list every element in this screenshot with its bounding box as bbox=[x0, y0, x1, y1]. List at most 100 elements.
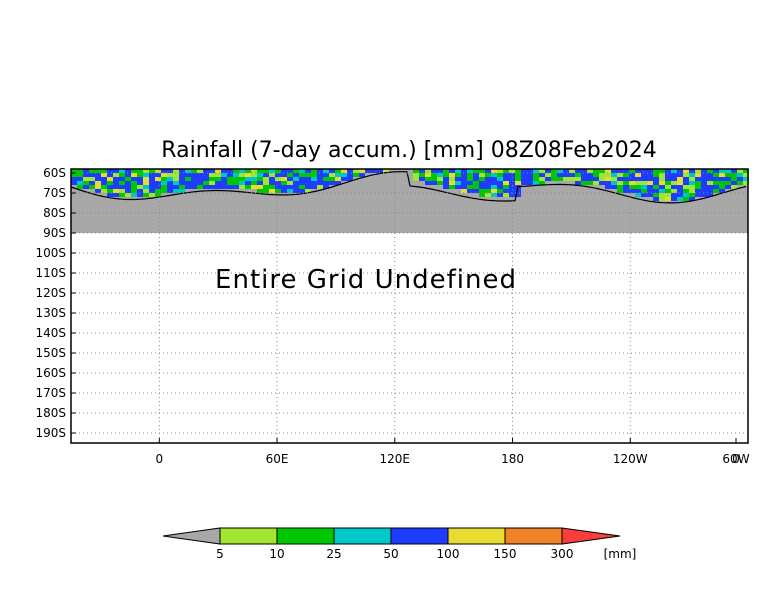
colorbar-level-label: 300 bbox=[551, 547, 574, 561]
rain-cell bbox=[461, 189, 467, 193]
y-tick-label: 110S bbox=[35, 266, 66, 280]
rain-cell bbox=[113, 193, 119, 197]
rain-cell bbox=[149, 185, 155, 189]
rain-cell bbox=[179, 181, 185, 185]
rain-cell bbox=[617, 173, 623, 177]
rain-cell bbox=[671, 185, 677, 189]
rain-cell bbox=[287, 177, 293, 181]
rain-cell bbox=[617, 181, 623, 185]
rain-cell bbox=[287, 173, 293, 177]
rain-cell bbox=[713, 169, 719, 173]
rain-cell bbox=[695, 181, 701, 185]
rain-cell bbox=[161, 181, 167, 185]
rain-cell bbox=[677, 197, 683, 201]
rain-cell bbox=[149, 177, 155, 181]
rain-cell bbox=[311, 169, 317, 173]
rain-cell bbox=[71, 177, 77, 181]
rain-cell bbox=[437, 173, 443, 177]
rain-cell bbox=[701, 189, 707, 193]
rain-cell bbox=[179, 177, 185, 181]
rain-cell bbox=[455, 185, 461, 189]
rain-cell bbox=[449, 173, 455, 177]
rain-cell bbox=[245, 177, 251, 181]
rain-cell bbox=[431, 177, 437, 181]
rain-cell bbox=[485, 177, 491, 181]
rain-cell bbox=[623, 189, 629, 193]
rain-cell bbox=[275, 185, 281, 189]
rain-cell bbox=[83, 185, 89, 189]
rain-cell bbox=[101, 173, 107, 177]
rain-cell bbox=[101, 177, 107, 181]
rain-cell bbox=[275, 189, 281, 193]
rain-cell bbox=[443, 185, 449, 189]
rain-cell bbox=[575, 181, 581, 185]
rain-cell bbox=[329, 181, 335, 185]
rain-cell bbox=[305, 185, 311, 189]
rain-cell bbox=[449, 185, 455, 189]
x-tick-label: 120E bbox=[380, 452, 411, 466]
rain-cell bbox=[113, 185, 119, 189]
rain-cell bbox=[137, 185, 143, 189]
rain-cell bbox=[317, 181, 323, 185]
rain-cell bbox=[473, 189, 479, 193]
rain-cell bbox=[245, 181, 251, 185]
rain-cell bbox=[281, 177, 287, 181]
rain-cell bbox=[743, 181, 749, 185]
rain-cell bbox=[587, 173, 593, 177]
rain-cell bbox=[659, 173, 665, 177]
rain-cell bbox=[113, 181, 119, 185]
rain-cell bbox=[71, 173, 77, 177]
rain-cell bbox=[503, 173, 509, 177]
x-tick-label: 60W bbox=[722, 452, 749, 466]
rain-cell bbox=[287, 181, 293, 185]
rain-cell bbox=[329, 173, 335, 177]
rain-cell bbox=[269, 173, 275, 177]
rain-cell bbox=[275, 181, 281, 185]
rain-cell bbox=[551, 169, 557, 173]
rain-cell bbox=[497, 177, 503, 181]
rain-cell bbox=[683, 197, 689, 201]
rain-cell bbox=[683, 169, 689, 173]
rain-cell bbox=[419, 173, 425, 177]
rain-cell bbox=[227, 173, 233, 177]
rain-cell bbox=[317, 185, 323, 189]
rain-cell bbox=[443, 177, 449, 181]
rain-cell bbox=[281, 185, 287, 189]
rain-cell bbox=[257, 169, 263, 173]
rain-cell bbox=[323, 185, 329, 189]
rain-cell bbox=[539, 177, 545, 181]
rain-cell bbox=[737, 173, 743, 177]
rain-cell bbox=[245, 185, 251, 189]
rain-cell bbox=[161, 169, 167, 173]
rain-cell bbox=[671, 189, 677, 193]
rain-cell bbox=[551, 177, 557, 181]
rain-cell bbox=[167, 185, 173, 189]
rain-cell bbox=[113, 169, 119, 173]
rain-cell bbox=[623, 169, 629, 173]
rain-cell bbox=[743, 173, 749, 177]
rain-cell bbox=[197, 169, 203, 173]
rain-cell bbox=[581, 181, 587, 185]
rain-cell bbox=[533, 169, 539, 173]
rain-cell bbox=[563, 177, 569, 181]
rain-cell bbox=[653, 197, 659, 201]
colorbar-level-label: 100 bbox=[437, 547, 460, 561]
rain-cell bbox=[491, 189, 497, 193]
rain-cell bbox=[281, 181, 287, 185]
rain-cell bbox=[299, 173, 305, 177]
chart-title: Rainfall (7-day accum.) [mm] 08Z08Feb202… bbox=[161, 138, 656, 163]
rain-cell bbox=[239, 169, 245, 173]
rain-cell bbox=[665, 185, 671, 189]
rain-cell bbox=[659, 189, 665, 193]
y-tick-label: 120S bbox=[35, 286, 66, 300]
rain-cell bbox=[527, 181, 533, 185]
rain-cell bbox=[653, 185, 659, 189]
rain-cell bbox=[137, 189, 143, 193]
rain-cell bbox=[713, 177, 719, 181]
rain-cell bbox=[287, 169, 293, 173]
rain-cell bbox=[347, 169, 353, 173]
rain-cell bbox=[221, 181, 227, 185]
rain-cell bbox=[191, 177, 197, 181]
rain-cell bbox=[539, 181, 545, 185]
